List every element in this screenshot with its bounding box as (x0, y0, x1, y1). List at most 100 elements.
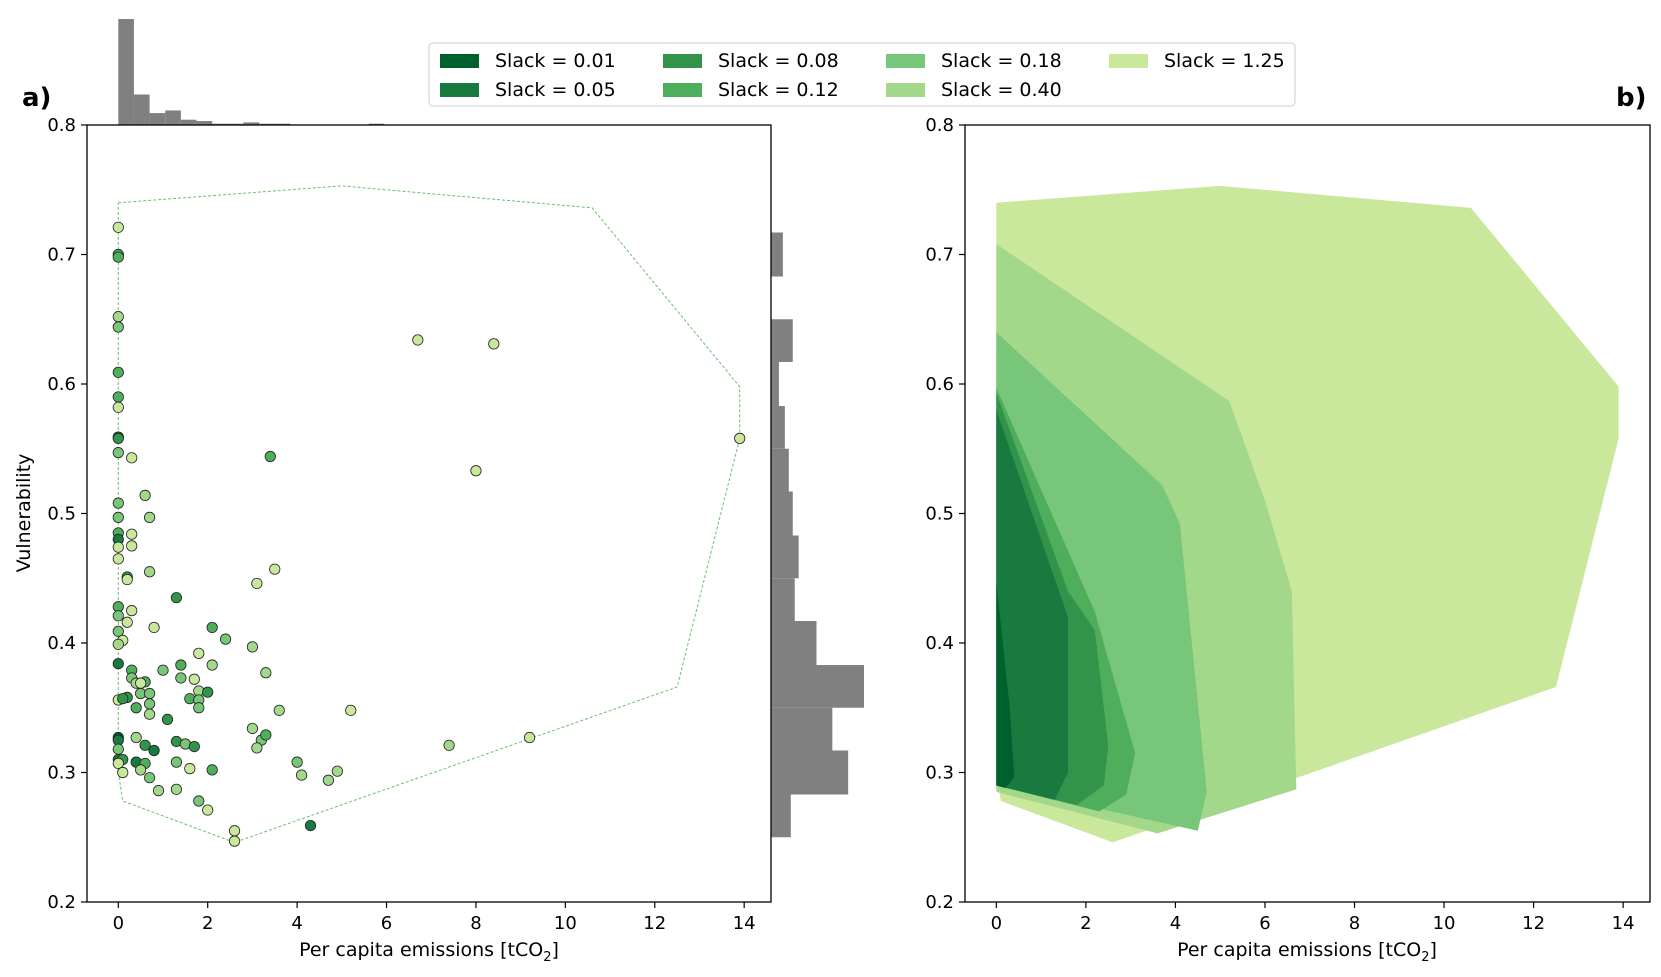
panel-a-y-ticks: 0.2 0.3 0.4 0.5 0.6 0.7 0.8 (47, 115, 87, 913)
x-tick-label: 4 (291, 913, 302, 934)
scatter-point (112, 757, 124, 770)
scatter-point (112, 511, 124, 523)
scatter-point (126, 540, 138, 552)
scatter-point (112, 553, 124, 565)
scatter-point (304, 819, 317, 832)
y-hist-bar (771, 232, 783, 277)
scatter-point (443, 739, 455, 751)
x-hist-bar (259, 123, 275, 125)
y-hist-bar (771, 406, 785, 449)
y-hist-bar (771, 620, 817, 666)
scatter-point (139, 739, 151, 751)
scatter-point (193, 702, 205, 714)
scatter-point (734, 432, 746, 444)
legend-swatch (440, 54, 479, 68)
scatter-point (143, 511, 156, 523)
slack-region-0-05 (996, 409, 1068, 800)
x-tick-label: 6 (1259, 913, 1270, 934)
scatter-point (193, 795, 205, 807)
scatter-point (139, 489, 151, 501)
legend-box (428, 42, 1296, 107)
panel-a: a) 0 2 4 6 8 10 12 14 0.2 0.3 0.4 0.5 0.6 0.7 0.8 Per… (13, 19, 864, 965)
y-hist-bar (771, 448, 789, 492)
panel-b-y-ticks: 0.2 0.3 0.4 0.5 0.6 0.7 0.8 (925, 115, 965, 913)
scatter-point (143, 708, 156, 720)
scatter-point (412, 334, 424, 346)
scatter-point (135, 677, 147, 689)
scatter-point (295, 769, 308, 781)
scatter-point (219, 633, 232, 645)
scatter-point (112, 432, 124, 444)
scatter-point (143, 772, 156, 784)
scatter-point (112, 401, 124, 413)
x-tick-label: 2 (202, 913, 213, 934)
scatter-point (206, 764, 218, 776)
scatter-point (228, 835, 241, 847)
panel-a-y-axis-label: Vulnerability (13, 454, 35, 573)
scatter-point (251, 742, 263, 754)
scatter-point (112, 497, 124, 509)
scatter-point (157, 664, 169, 676)
scatter-point (148, 744, 160, 757)
y-tick-label: 0.6 (925, 374, 954, 395)
scatter-point (264, 450, 276, 463)
x-tick-label: 4 (1170, 913, 1181, 934)
scatter-point (470, 465, 482, 477)
scatter-point (228, 825, 241, 837)
x-hist-bar (180, 119, 197, 125)
panel-a-label: a) (22, 83, 51, 113)
panel-b-x-axis-label: Per capita emissions [tCO2] (1177, 939, 1437, 965)
legend-label: Slack = 0.08 (718, 50, 839, 72)
y-hist-bar (771, 665, 864, 708)
y-tick-label: 0.8 (925, 115, 954, 136)
y-marginal-histogram (771, 232, 864, 838)
scatter-point (135, 764, 147, 776)
scatter-point (112, 391, 124, 403)
scatter-point (112, 541, 124, 553)
scatter-point (291, 756, 303, 768)
scatter-point (112, 366, 124, 378)
scatter-point (188, 673, 200, 685)
x-tick-label: 10 (1433, 913, 1456, 934)
scatter-point (193, 647, 205, 659)
scatter-point (175, 659, 187, 671)
x-hist-bar (196, 121, 213, 125)
scatter-point (260, 667, 272, 679)
x-hist-bar (165, 110, 181, 125)
legend-items: Slack = 0.01 Slack = 0.05 Slack = 0.08 Slac… (440, 50, 1285, 101)
scatter-point (112, 743, 124, 755)
scatter-point (121, 616, 133, 628)
slack-region-0-01 (996, 582, 1015, 789)
y-hist-bar (771, 794, 791, 838)
x-tick-label: 0 (113, 913, 124, 934)
y-tick-label: 0.4 (925, 633, 954, 654)
y-hist-bar (771, 750, 849, 795)
scatter-point (112, 251, 124, 263)
scatter-point (126, 605, 138, 617)
scatter-point (345, 704, 357, 716)
panel-a-x-axis-label: Per capita emissions [tCO2] (299, 939, 559, 965)
legend-swatch (886, 54, 925, 68)
scatter-point (170, 592, 183, 604)
x-hist-bar (212, 123, 228, 125)
legend-swatch (440, 83, 479, 97)
x-tick-label: 10 (554, 913, 577, 934)
legend: Slack = 0.01 Slack = 0.05 Slack = 0.08 Slac… (428, 42, 1296, 107)
scatter-point (112, 625, 124, 637)
y-tick-label: 0.7 (925, 245, 954, 266)
scatter-plot-area (112, 185, 746, 847)
scatter-point (112, 221, 124, 233)
scatter-point (188, 740, 200, 753)
scatter-point (202, 804, 214, 816)
y-tick-label: 0.3 (925, 763, 954, 784)
legend-label: Slack = 0.40 (941, 79, 1062, 101)
scatter-point (130, 702, 142, 714)
scatter-point (488, 338, 500, 350)
y-tick-label: 0.2 (925, 892, 954, 913)
y-hist-bar (771, 319, 793, 362)
y-tick-label: 0.7 (47, 245, 76, 266)
y-tick-label: 0.8 (47, 115, 76, 136)
panel-a-frame (86, 124, 772, 903)
scatter-point (331, 765, 343, 777)
x-tick-label: 14 (1612, 913, 1635, 934)
